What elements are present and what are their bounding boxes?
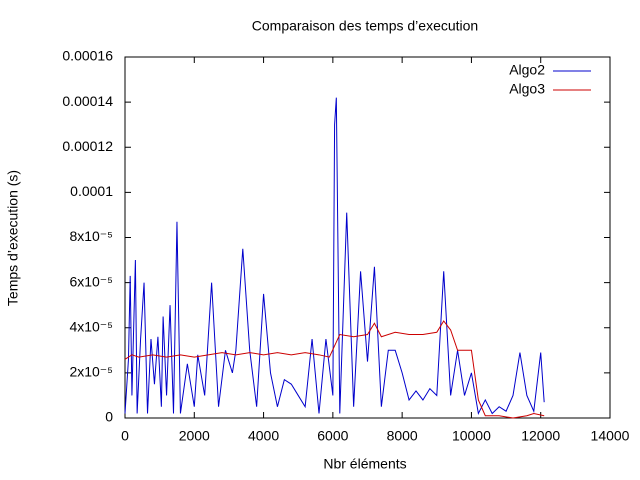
y-tick-label: 2x10⁻⁵ bbox=[69, 364, 113, 380]
data-line bbox=[124, 320, 545, 419]
y-tick-label: 0.00012 bbox=[62, 138, 113, 154]
x-tick-label: 4000 bbox=[248, 428, 279, 444]
y-tick-label: 8x10⁻⁵ bbox=[69, 228, 113, 244]
data-line bbox=[124, 97, 545, 416]
y-tick-label: 0 bbox=[105, 409, 113, 425]
legend-label: Algo3 bbox=[509, 81, 545, 97]
legend-label: Algo2 bbox=[509, 62, 545, 78]
y-tick-label: 6x10⁻⁵ bbox=[69, 273, 113, 289]
x-tick-label: 12000 bbox=[521, 428, 560, 444]
y-tick-label: 0.00016 bbox=[62, 48, 113, 64]
y-axis-label: Temps d’execution (s) bbox=[5, 170, 21, 306]
x-tick-label: 0 bbox=[121, 428, 129, 444]
x-tick-label: 2000 bbox=[179, 428, 210, 444]
x-tick-label: 14000 bbox=[591, 428, 630, 444]
y-tick-label: 0.00014 bbox=[62, 93, 113, 109]
x-axis-label: Nbr éléments bbox=[323, 456, 406, 472]
chart-title: Comparaison des temps d’execution bbox=[252, 18, 478, 34]
x-tick-label: 6000 bbox=[317, 428, 348, 444]
x-tick-label: 8000 bbox=[387, 428, 418, 444]
y-tick-label: 0.0001 bbox=[70, 183, 113, 199]
x-tick-label: 10000 bbox=[452, 428, 491, 444]
y-tick-label: 4x10⁻⁵ bbox=[69, 318, 113, 334]
